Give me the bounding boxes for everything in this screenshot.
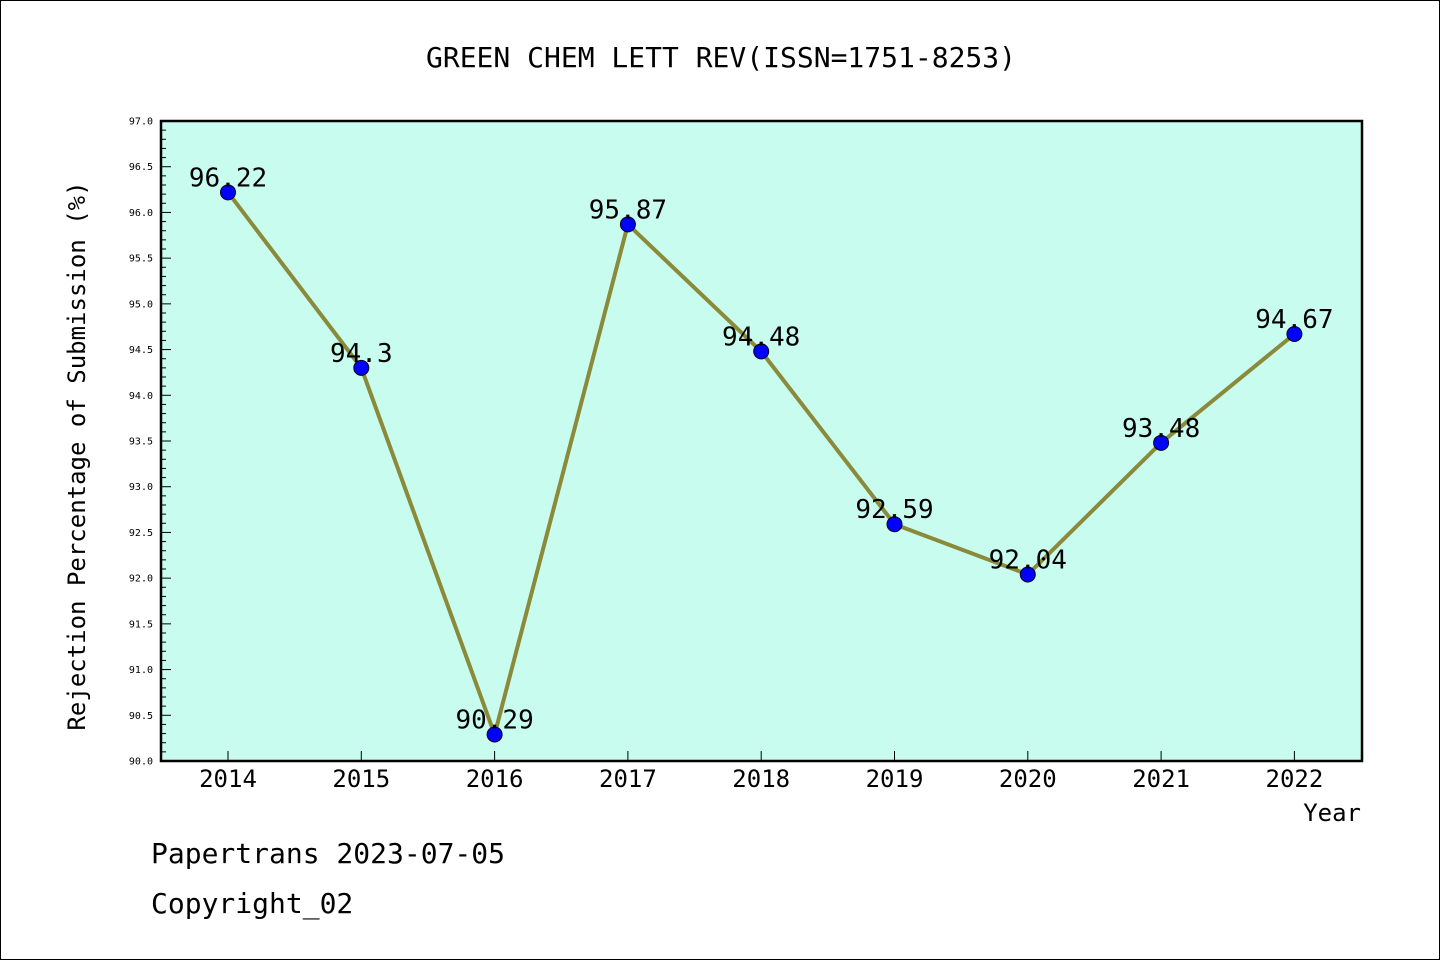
y-tick-label: 96.5	[129, 162, 153, 173]
x-tick-label: 2018	[732, 765, 790, 793]
series-rejection-percentage	[220, 184, 1303, 743]
x-tick-label: 2015	[332, 765, 390, 793]
y-tick-label: 90.5	[129, 711, 153, 722]
y-tick-label: 93.0	[129, 482, 153, 493]
data-point	[353, 359, 370, 376]
y-tick-label: 93.5	[129, 437, 153, 448]
y-axis-label: Rejection Percentage of Submission (%)	[63, 181, 91, 730]
y-tick-label: 92.0	[129, 574, 153, 585]
x-tick-label: 2019	[866, 765, 924, 793]
data-labels: 96.22 94.3 90.29 95.87 94.48 92.59 92.04 93.48 9…	[189, 163, 1334, 735]
x-tick-label: 2020	[999, 765, 1057, 793]
data-label: 92.59	[855, 495, 933, 525]
plot-frame	[159, 119, 1364, 763]
y-tick-label: 95.0	[129, 299, 153, 310]
data-point	[1153, 434, 1170, 451]
y-tick-label: 96.0	[129, 208, 153, 219]
chart-title: GREEN CHEM LETT REV(ISSN=1751-8253)	[426, 41, 1016, 74]
data-label: 94.48	[722, 322, 800, 352]
data-label: 92.04	[989, 545, 1067, 575]
y-tick-label: 94.0	[129, 391, 153, 402]
x-tick-label: 2014	[199, 765, 257, 793]
y-tick-label: 95.5	[129, 254, 153, 265]
x-tick-label: 2021	[1132, 765, 1190, 793]
y-tick-label: 94.5	[129, 345, 153, 356]
x-tick-label: 2016	[466, 765, 524, 793]
x-tick-label: 2022	[1266, 765, 1324, 793]
x-axis-label: Year	[1303, 799, 1361, 827]
y-tick-label: 91.5	[129, 619, 153, 630]
data-label: 90.29	[455, 705, 533, 735]
data-point	[753, 343, 770, 360]
y-tick-label: 92.5	[129, 528, 153, 539]
data-point	[220, 184, 236, 201]
y-tick-label: 91.0	[129, 665, 153, 676]
x-tick-label: 2017	[599, 765, 657, 793]
footer-source: Papertrans 2023-07-05	[151, 837, 506, 870]
data-label: 94.67	[1255, 305, 1333, 335]
data-label: 95.87	[589, 195, 667, 225]
data-point	[1019, 566, 1036, 583]
x-axis-ticks: 2014 2015 2016 2017 2018 2019 2020 2021 2022	[199, 751, 1323, 793]
data-label: 94.3	[330, 339, 393, 369]
data-label: 96.22	[189, 163, 267, 193]
data-label: 93.48	[1122, 414, 1200, 444]
data-point	[1286, 326, 1303, 343]
y-axis-ticks: 90.0 90.5 91.0 91.5 92.0 92.5 93.0 93.5 94.0 94.5…	[129, 117, 171, 768]
data-point	[619, 216, 636, 233]
y-tick-label: 97.0	[129, 117, 153, 128]
data-point	[486, 726, 503, 743]
footer-copyright: Copyright_02	[151, 887, 354, 920]
data-point	[886, 516, 903, 533]
y-tick-label: 90.0	[129, 757, 153, 768]
